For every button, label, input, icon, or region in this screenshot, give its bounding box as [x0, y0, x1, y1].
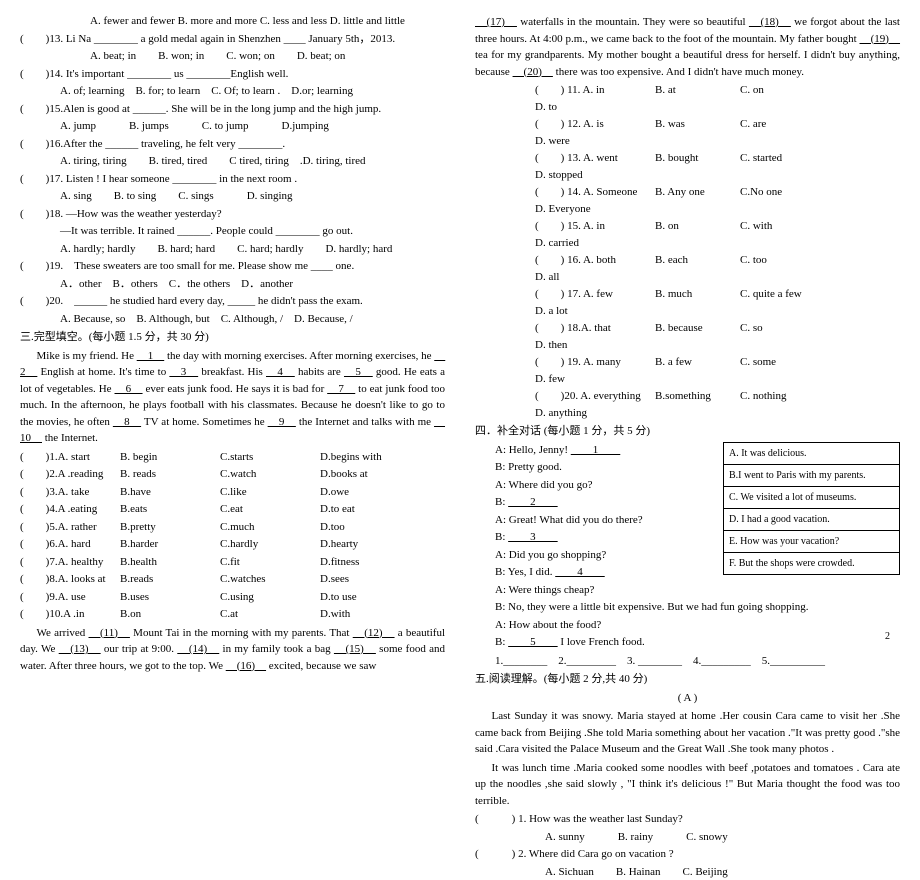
q14: ( )14. It's important ________ us ______…: [20, 66, 445, 83]
r14: ( ) 14. A. SomeoneB. Any oneC.No oneD. E…: [475, 184, 900, 217]
q20: ( )20. ______ he studied hard every day,…: [20, 293, 445, 310]
p1c: English at home. It's time to: [37, 366, 169, 378]
p1i: TV at home. Sometimes he: [141, 416, 268, 428]
section-5-title: 五.阅读理解。(每小题 2 分,共 40 分): [475, 671, 900, 688]
c9: ( )9.A. useB.usesC.usingD.to use: [20, 589, 445, 606]
q18-opts: A. hardly; hardly B. hard; hard C. hard;…: [20, 241, 445, 258]
cloze-passage-2: We arrived (11) Mount Tai in the morning…: [20, 625, 445, 675]
p1a: Mike is my friend. He: [37, 350, 137, 362]
r15: ( ) 15. A. inB. onC. withD. carried: [475, 218, 900, 251]
c1: ( )1.A. startB. beginC.startsD.begins wi…: [20, 449, 445, 466]
cloze-passage-2-cont: (17) waterfalls in the mountain. They we…: [475, 14, 900, 80]
q15-opts: A. jump B. jumps C. to jump D.jumping: [20, 118, 445, 135]
r19: ( ) 19. A. manyB. a fewC. someD. few: [475, 354, 900, 387]
r20: ( )20. A. everythingB.somethingC. nothin…: [475, 388, 900, 421]
right-column: (17) waterfalls in the mountain. They we…: [475, 12, 900, 638]
dialog-options-box: A. It was delicious. B.I went to Paris w…: [723, 442, 900, 575]
box-d: D. I had a good vacation.: [724, 509, 899, 531]
q13: ( )13. Li Na ________ a gold medal again…: [20, 31, 445, 48]
q18: ( )18. —How was the weather yesterday?: [20, 206, 445, 223]
r11: ( ) 11. A. inB. atC. onD. to: [475, 82, 900, 115]
rq2: ( ) 2. Where did Cara go on vacation ?: [475, 846, 900, 863]
p1d: breakfast. His: [198, 366, 266, 378]
c4: ( )4.A .eatingB.eatsC.eatD.to eat: [20, 501, 445, 518]
rq1: ( ) 1. How was the weather last Sunday?: [475, 811, 900, 828]
box-f: F. But the shops were crowded.: [724, 553, 899, 574]
c6: ( )6.A. hardB.harderC.hardlyD.hearty: [20, 536, 445, 553]
d10: B: No, they were a little bit expensive.…: [475, 599, 900, 616]
q20-opts: A. Because, so B. Although, but C. Altho…: [20, 311, 445, 328]
r16: ( ) 16. A. bothB. eachC. tooD. all: [475, 252, 900, 285]
rq1-opts: A. sunny B. rainy C. snowy: [475, 829, 900, 846]
q16-opts: A. tiring, tiring B. tired, tired C tire…: [20, 153, 445, 170]
p1b: the day with morning exercises. After mo…: [164, 350, 434, 362]
q15: ( )15.Alen is good at ______. She will b…: [20, 101, 445, 118]
d11: A: How about the food?: [475, 617, 900, 634]
q13-opts: A. beat; in B. won; in C. won; on D. bea…: [20, 48, 445, 65]
rq2-opts: A. Sichuan B. Hainan C. Beijing: [475, 864, 900, 880]
page-number: 2: [885, 631, 890, 642]
r12: ( ) 12. A. isB. wasC. areD. were: [475, 116, 900, 149]
left-column: A. fewer and fewer B. more and more C. l…: [20, 12, 445, 638]
d9: A: Were things cheap?: [475, 582, 900, 599]
reading-a-p1: Last Sunday it was snowy. Maria stayed a…: [475, 708, 900, 758]
q19-opts: A．other B．others C．the others D．another: [20, 276, 445, 293]
c5: ( )5.A. ratherB.prettyC.muchD.too: [20, 519, 445, 536]
box-c: C. We visited a lot of museums.: [724, 487, 899, 509]
c8: ( )8.A. looks atB.readsC.watchesD.sees: [20, 571, 445, 588]
fill-blanks: 1.________ 2._________ 3. ________ 4.___…: [475, 653, 900, 670]
r13: ( ) 13. A. wentB. boughtC. startedD. sto…: [475, 150, 900, 183]
section-3-title: 三.完型填空。(每小题 1.5 分，共 30 分): [20, 329, 445, 346]
q12-opts: A. fewer and fewer B. more and more C. l…: [20, 13, 445, 30]
box-e: E. How was your vacation?: [724, 531, 899, 553]
p1j: the Internet and talks with me: [296, 416, 434, 428]
box-b: B.I went to Paris with my parents.: [724, 465, 899, 487]
passage-a-label: ( A ): [475, 690, 900, 707]
c3: ( )3.A. takeB.haveC.likeD.owe: [20, 484, 445, 501]
r17: ( ) 17. A. fewB. muchC. quite a fewD. a …: [475, 286, 900, 319]
section-4-title: 四．补全对话 (每小题 1 分，共 5 分): [475, 423, 900, 440]
q18b: —It was terrible. It rained ______. Peop…: [20, 223, 445, 240]
reading-a-p2: It was lunch time .Maria cooked some noo…: [475, 760, 900, 810]
q17-opts: A. sing B. to sing C. sings D. singing: [20, 188, 445, 205]
q17: ( )17. Listen ! I hear someone ________ …: [20, 171, 445, 188]
d12: B: 5 I love French food.: [475, 634, 900, 651]
box-a: A. It was delicious.: [724, 443, 899, 465]
c10: ( )10.A .inB.onC.atD.with: [20, 606, 445, 623]
p1k: the Internet.: [42, 432, 98, 444]
q19: ( )19. These sweaters are too small for …: [20, 258, 445, 275]
r18: ( ) 18.A. thatB. becauseC. soD. then: [475, 320, 900, 353]
p1e: habits are: [295, 366, 344, 378]
cloze-passage-1: Mike is my friend. He 1 the day with mor…: [20, 348, 445, 447]
q16: ( )16.After the ______ traveling, he fel…: [20, 136, 445, 153]
q14-opts: A. of; learning B. for; to learn C. Of; …: [20, 83, 445, 100]
p1g: ever eats junk food. He says it is bad f…: [143, 383, 328, 395]
c7: ( )7.A. healthyB.healthC.fitD.fitness: [20, 554, 445, 571]
c2: ( )2.A .readingB. readsC.watchD.books at: [20, 466, 445, 483]
